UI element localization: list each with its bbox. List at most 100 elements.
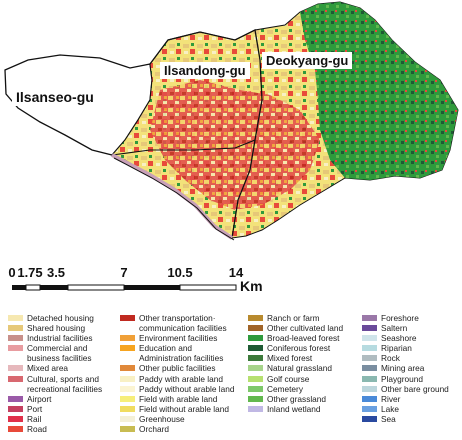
legend-item: Education and Administration facilities — [120, 343, 248, 363]
legend-label: Ranch or farm — [267, 313, 320, 323]
legend-item: Environment facilities — [120, 333, 248, 343]
legend-item: Other grassland — [248, 394, 362, 404]
legend-label: Detached housing — [27, 313, 94, 323]
legend-swatch — [120, 345, 135, 352]
legend-label: Saltern — [381, 323, 408, 334]
legend-item: Mining area — [362, 363, 460, 373]
legend-label: Education and Administration facilities — [139, 343, 224, 364]
legend-swatch — [8, 395, 23, 402]
scale-unit: Km — [240, 278, 263, 294]
legend-item: Seashore — [362, 333, 460, 343]
legend-label: Airport — [27, 393, 52, 404]
legend-swatch — [362, 395, 377, 402]
legend-item: Paddy with arable land — [120, 374, 248, 384]
legend-item: Golf course — [248, 374, 362, 384]
legend-label: Broad-leaved forest — [267, 333, 340, 344]
legend-item: Saltern — [362, 323, 460, 333]
legend-label: Port — [27, 403, 43, 414]
legend-label: River — [381, 393, 401, 404]
legend-item: Shared housing — [8, 323, 120, 333]
legend-swatch — [8, 375, 23, 382]
scale-segment-6 — [179, 284, 237, 291]
legend-item: Playground — [362, 374, 460, 384]
scale-tick-4: 10.5 — [167, 265, 193, 280]
district-label-ilsandong: Ilsandong-gu — [160, 62, 250, 79]
district-label-deokyang: Deokyang-gu — [262, 52, 353, 69]
scale-tick-2: 3.5 — [46, 265, 66, 280]
legend-label: Greenhouse — [139, 413, 185, 424]
legend-label: Paddy with arable land — [139, 373, 223, 384]
legend-label: Golf course — [267, 373, 310, 384]
legend-swatch — [8, 315, 23, 321]
scale-tick-3: 7 — [120, 265, 128, 280]
legend-label: Mixed forest — [267, 353, 313, 364]
legend-item: Other public facilities — [120, 363, 248, 373]
legend-column-3: Ranch or farm Other cultivated land Broad-… — [248, 313, 362, 439]
legend-swatch — [362, 325, 377, 332]
legend-swatch — [8, 405, 23, 412]
legend-swatch — [248, 385, 263, 392]
legend-label: Field with arable land — [139, 393, 218, 404]
legend-label: Other grassland — [267, 393, 327, 404]
legend-swatch — [248, 315, 263, 321]
legend-swatch — [248, 355, 263, 362]
legend-item: Ranch or farm — [248, 313, 362, 323]
legend-column-2: Other transportation· communication faci… — [120, 313, 248, 439]
legend-label: Cultural, sports and recreational facili… — [27, 373, 103, 394]
legend-item: Cemetery — [248, 384, 362, 394]
legend-label: Rock — [381, 353, 400, 364]
legend: Detached housing Shared housing Industrial… — [8, 313, 460, 439]
district-label-ilsanseo: Ilsanseo-gu — [12, 88, 98, 106]
scale-tick-1: 1.75 — [17, 265, 43, 280]
legend-label: Seashore — [381, 333, 417, 344]
legend-label: Playground — [381, 373, 423, 384]
river-edge — [111, 153, 234, 240]
legend-label: Inland wetland — [267, 403, 321, 414]
legend-swatch — [8, 345, 23, 352]
legend-label: Orchard — [139, 424, 169, 435]
legend-label: Commercial and business facilities — [27, 343, 92, 364]
legend-swatch — [248, 345, 263, 352]
legend-swatch — [120, 415, 135, 422]
legend-item: Other bare ground — [362, 384, 460, 394]
legend-item: Road — [8, 424, 120, 434]
legend-item: Port — [8, 404, 120, 414]
legend-item: Rock — [362, 353, 460, 363]
district-boundary-ilsandong — [149, 29, 263, 239]
legend-swatch — [362, 315, 377, 321]
legend-item: Mixed area — [8, 363, 120, 373]
legend-swatch — [362, 345, 377, 352]
legend-column-4: Foreshore Saltern Seashore Riparian Rock Mini… — [362, 313, 460, 439]
legend-swatch — [248, 405, 263, 412]
legend-label: Shared housing — [27, 323, 86, 334]
legend-swatch — [362, 355, 377, 362]
scale-tick-0: 0 — [8, 265, 16, 280]
legend-label: Sea — [381, 413, 396, 424]
urban-core-area — [150, 80, 320, 210]
scale-segment-3 — [40, 285, 68, 290]
legend-label: Foreshore — [381, 313, 419, 323]
legend-item: Foreshore — [362, 313, 460, 323]
legend-swatch — [120, 315, 135, 321]
legend-swatch — [362, 415, 377, 422]
legend-item: Orchard — [120, 424, 248, 434]
eastern-forest-area — [300, 2, 458, 180]
legend-swatch — [248, 375, 263, 382]
legend-label: Paddy without arable land — [139, 383, 235, 394]
legend-item: Detached housing — [8, 313, 120, 323]
legend-label: Other transportation· communication faci… — [139, 313, 227, 334]
legend-item: Other transportation· communication faci… — [120, 313, 248, 333]
legend-label: Coniferous forest — [267, 343, 331, 354]
legend-swatch — [248, 365, 263, 372]
legend-swatch — [362, 365, 377, 372]
legend-label: Field without arable land — [139, 403, 229, 414]
legend-item: Field with arable land — [120, 394, 248, 404]
legend-swatch — [120, 335, 135, 342]
legend-swatch — [248, 335, 263, 342]
legend-swatch — [120, 365, 135, 372]
legend-label: Natural grassland — [267, 363, 333, 374]
legend-item: Paddy without arable land — [120, 384, 248, 394]
legend-swatch — [248, 325, 263, 332]
legend-swatch — [362, 405, 377, 412]
legend-swatch — [8, 415, 23, 422]
